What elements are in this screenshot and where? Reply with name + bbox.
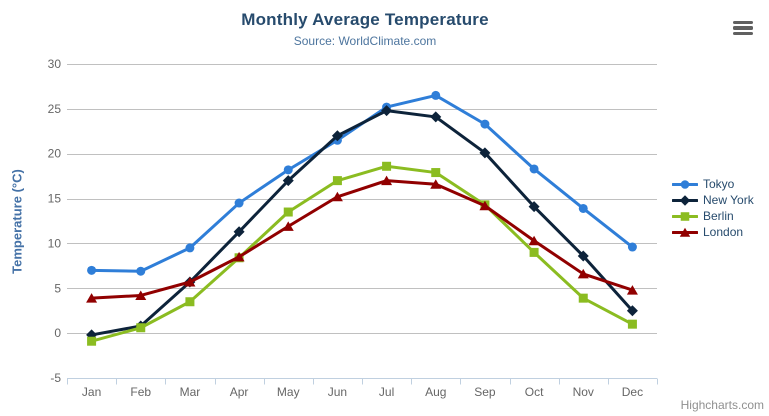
series-line[interactable] — [90, 179, 634, 300]
data-point[interactable] — [480, 119, 490, 129]
x-tick-label: Jan — [82, 385, 101, 399]
data-point[interactable] — [282, 175, 294, 187]
data-point[interactable] — [136, 323, 146, 333]
data-point[interactable] — [332, 176, 342, 186]
legend-item-new-york[interactable]: New York — [672, 192, 754, 208]
data-point[interactable] — [479, 147, 491, 159]
series-new-york — [86, 105, 638, 341]
data-point[interactable] — [381, 175, 393, 186]
data-point[interactable] — [577, 268, 589, 279]
data-point[interactable] — [233, 251, 245, 262]
y-tick-label: 25 — [48, 102, 62, 116]
data-point[interactable] — [577, 250, 589, 262]
diamond-marker-icon — [672, 194, 698, 206]
y-tick-label: 15 — [48, 192, 62, 206]
data-point[interactable] — [626, 285, 638, 295]
x-tick-label: Dec — [622, 385, 643, 399]
data-point[interactable] — [331, 130, 343, 142]
legend-item-tokyo[interactable]: Tokyo — [672, 176, 754, 192]
data-point[interactable] — [87, 265, 97, 275]
data-point[interactable] — [185, 297, 195, 307]
legend-item-label: New York — [703, 193, 754, 207]
data-point[interactable] — [528, 235, 540, 246]
data-point[interactable] — [234, 198, 244, 208]
chart-subtitle: Source: WorldClimate.com — [293, 34, 437, 48]
y-tick-label: 20 — [48, 147, 62, 161]
data-point[interactable] — [529, 164, 539, 174]
x-tick-label: May — [277, 385, 300, 399]
circle-marker-icon — [672, 179, 698, 189]
data-point[interactable] — [86, 293, 98, 303]
x-tick-label: Jun — [328, 385, 347, 399]
y-tick-label: 30 — [48, 57, 62, 71]
data-point[interactable] — [381, 105, 393, 117]
data-point[interactable] — [431, 168, 441, 178]
data-point[interactable] — [283, 165, 293, 175]
x-tick-label: Oct — [525, 385, 544, 399]
data-point[interactable] — [578, 293, 588, 303]
legend-item-label: Berlin — [703, 209, 734, 223]
data-point[interactable] — [528, 201, 540, 213]
square-marker-icon — [672, 211, 698, 221]
series-line[interactable] — [90, 164, 634, 343]
y-tick-label: 5 — [54, 281, 61, 295]
data-point[interactable] — [430, 111, 442, 123]
data-point[interactable] — [680, 211, 690, 221]
data-point[interactable] — [282, 221, 294, 231]
data-point[interactable] — [626, 305, 638, 317]
credits-link[interactable]: Highcharts.com — [680, 398, 764, 412]
legend-item-label: Tokyo — [703, 177, 735, 191]
legend-item-london[interactable]: London — [672, 224, 754, 240]
y-tick-label: 10 — [48, 236, 62, 250]
data-point[interactable] — [382, 161, 392, 171]
x-tick-label: Mar — [180, 385, 201, 399]
x-tick-label: Sep — [474, 385, 496, 399]
x-tick-label: Aug — [425, 385, 446, 399]
x-tick-label: Jul — [379, 385, 394, 399]
legend: Tokyo New York Berlin London — [672, 176, 754, 240]
series-line[interactable] — [90, 109, 634, 337]
data-point[interactable] — [431, 90, 441, 100]
triangle-marker-icon — [672, 227, 698, 237]
y-tick-label: -5 — [50, 371, 61, 385]
data-point[interactable] — [184, 277, 196, 287]
x-tick-label: Nov — [573, 385, 594, 399]
x-tick-label: Apr — [230, 385, 249, 399]
data-point[interactable] — [185, 243, 195, 253]
data-point[interactable] — [479, 200, 491, 211]
data-point[interactable] — [87, 336, 97, 346]
data-point[interactable] — [529, 247, 539, 257]
data-point[interactable] — [627, 319, 637, 329]
x-tick-label: Feb — [130, 385, 151, 399]
data-point[interactable] — [679, 227, 691, 237]
data-point[interactable] — [283, 207, 293, 217]
data-point[interactable] — [680, 179, 690, 189]
data-point[interactable] — [233, 226, 245, 238]
data-point[interactable] — [578, 203, 588, 213]
data-point[interactable] — [135, 290, 147, 300]
chart-title: Monthly Average Temperature — [241, 10, 489, 29]
data-point[interactable] — [430, 179, 442, 189]
legend-item-berlin[interactable]: Berlin — [672, 208, 754, 224]
y-tick-label: 0 — [54, 326, 61, 340]
data-point[interactable] — [136, 266, 146, 276]
data-point[interactable] — [627, 242, 637, 252]
data-point[interactable] — [679, 194, 691, 206]
hamburger-menu-icon — [732, 20, 754, 36]
series-london — [86, 175, 638, 303]
series-tokyo — [87, 90, 637, 276]
export-menu-button[interactable] — [730, 18, 756, 40]
legend-item-label: London — [703, 225, 744, 239]
data-point[interactable] — [331, 191, 343, 202]
